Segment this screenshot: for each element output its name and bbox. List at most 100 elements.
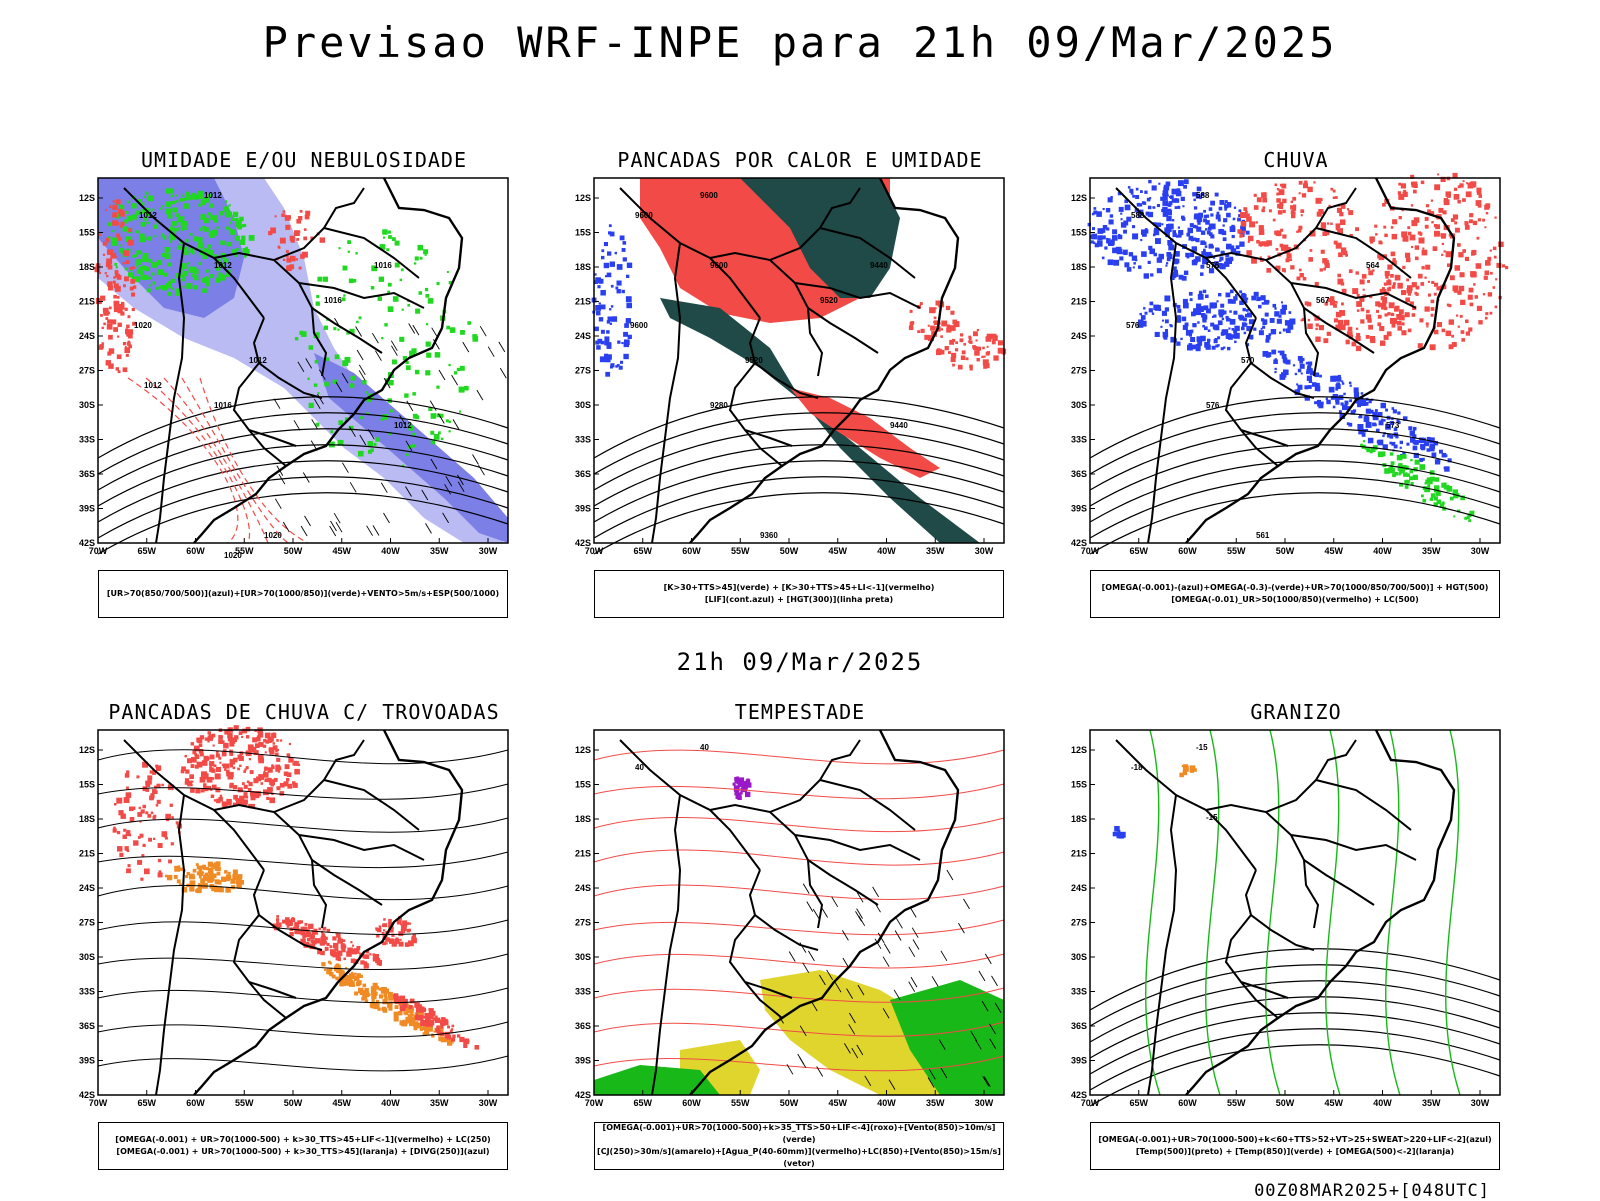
wind-vector: [430, 458, 438, 470]
lat-label: 36S: [79, 1021, 95, 1031]
contour-label: 561: [1256, 531, 1270, 540]
panel-title: GRANIZO: [1250, 700, 1342, 724]
lat-label: 42S: [575, 538, 591, 548]
lon-label: 45W: [1324, 546, 1343, 556]
wind-vector: [330, 520, 337, 532]
country-border: [155, 242, 186, 544]
isoline: [1089, 948, 1501, 1011]
lat-label: 33S: [575, 987, 591, 997]
wind-vector: [883, 943, 891, 954]
country-border: [1205, 251, 1320, 377]
legend-line: [OMEGA(-0.01)_UR>50(1000/850)(vermelho) …: [1171, 595, 1419, 604]
tempestade-map: 40 40 12S 15S 18S 21S 24S 27S 30S 33S 36S 39S 42S70W…: [575, 729, 1005, 1108]
country-border: [1147, 794, 1178, 1096]
country-border: [819, 779, 916, 831]
country-border: [323, 779, 420, 831]
isoline: [1089, 396, 1501, 459]
contour-label: 1012: [144, 381, 162, 390]
wind-vector: [874, 938, 882, 950]
wind-vector: [375, 350, 382, 361]
wind-vector: [826, 969, 833, 981]
wind-vector: [946, 869, 954, 881]
wind-vector: [444, 484, 451, 495]
contour-label: 576: [1126, 321, 1140, 330]
country-border: [311, 859, 383, 906]
country-border: [744, 429, 783, 467]
wind-vector: [963, 898, 970, 910]
main-title: Previsao WRF-INPE para 21h 09/Mar/2025: [262, 18, 1338, 67]
wind-vector: [857, 984, 865, 996]
contour-label: 9440: [890, 421, 908, 430]
lat-label: 36S: [575, 469, 591, 479]
lon-label: 45W: [828, 1098, 847, 1108]
map-layers: 588 588 576 576 570 567 564 561 576 573 12S 15S 18S 2…: [1071, 172, 1509, 556]
panel-legend: [UR>70(850/700/500)](azul)+[UR>70(1000/8…: [98, 570, 508, 618]
lat-label: 12S: [1071, 193, 1087, 203]
map-frame: [1089, 729, 1501, 1096]
lat-label: 12S: [575, 745, 591, 755]
wind-vector: [864, 1075, 872, 1087]
wind-vector: [846, 988, 853, 999]
lon-label: 30W: [975, 1098, 994, 1108]
country-border: [728, 362, 793, 447]
lon-label: 45W: [828, 546, 847, 556]
wind-vector: [983, 1076, 991, 1087]
streamline: [593, 884, 1005, 900]
wind-vector: [908, 981, 916, 992]
lat-label: 39S: [79, 1056, 95, 1066]
lon-label: 30W: [479, 1098, 498, 1108]
wind-vector: [802, 962, 810, 974]
streamline: [593, 953, 1005, 969]
country-border: [1303, 307, 1375, 354]
wind-vector: [421, 489, 429, 501]
legend-line: [Temp(500)](preto) + [Temp(850)](verde) …: [1135, 1147, 1455, 1156]
contour-label: 9360: [760, 531, 778, 540]
lat-label: 33S: [79, 987, 95, 997]
lon-label: 40W: [381, 1098, 400, 1108]
lon-label: 60W: [1178, 546, 1197, 556]
panel-title: PANCADAS DE CHUVA C/ TROVOADAS: [108, 700, 500, 724]
isoline: [1089, 492, 1501, 555]
country-border: [252, 869, 323, 951]
wind-vector: [425, 523, 432, 534]
wind-vector: [438, 369, 446, 381]
coastline: [193, 729, 464, 1096]
lon-label: 35W: [1422, 546, 1441, 556]
contour-label: 576: [1206, 401, 1220, 410]
panel-legend: [OMEGA(-0.001)+UR>70(1000-500)+k<60+TTS>…: [1090, 1122, 1500, 1170]
isoline: [593, 444, 1005, 507]
lon-label: 60W: [682, 546, 701, 556]
map-layers: -15 -18 -15 12S 15S 18S 21S 24S 27S 30S 33S 36S 39S 4…: [1071, 729, 1501, 1108]
country-border: [1315, 779, 1412, 831]
isoline: [1089, 964, 1501, 1027]
lon-label: 50W: [780, 1098, 799, 1108]
wind-vector: [940, 950, 948, 962]
wind-vector: [912, 939, 920, 950]
wind-vector: [848, 1024, 856, 1035]
wind-vector: [858, 915, 866, 927]
lat-label: 33S: [1071, 435, 1087, 445]
wind-vector: [984, 953, 992, 965]
isoline: [1089, 412, 1501, 475]
lon-label: 45W: [1324, 1098, 1343, 1108]
contour-label: 1012: [214, 261, 232, 270]
lat-label: 30S: [1071, 952, 1087, 962]
contour-label: 9520: [745, 356, 763, 365]
wind-vector: [834, 981, 842, 993]
country-border: [1240, 981, 1279, 1019]
country-border: [769, 739, 861, 813]
wind-vector: [819, 974, 826, 986]
lat-label: 42S: [79, 1090, 95, 1100]
country-border: [819, 227, 916, 279]
isoline: [1089, 476, 1501, 539]
wind-vector: [406, 400, 414, 412]
panel-title: TEMPESTADE: [734, 700, 866, 724]
isoline: [97, 444, 509, 507]
wind-vector: [908, 946, 916, 958]
wind-vector: [478, 464, 485, 476]
lon-label: 60W: [682, 1098, 701, 1108]
country-border: [1303, 859, 1375, 906]
country-border: [651, 242, 682, 544]
contour-label: 9600: [630, 321, 648, 330]
